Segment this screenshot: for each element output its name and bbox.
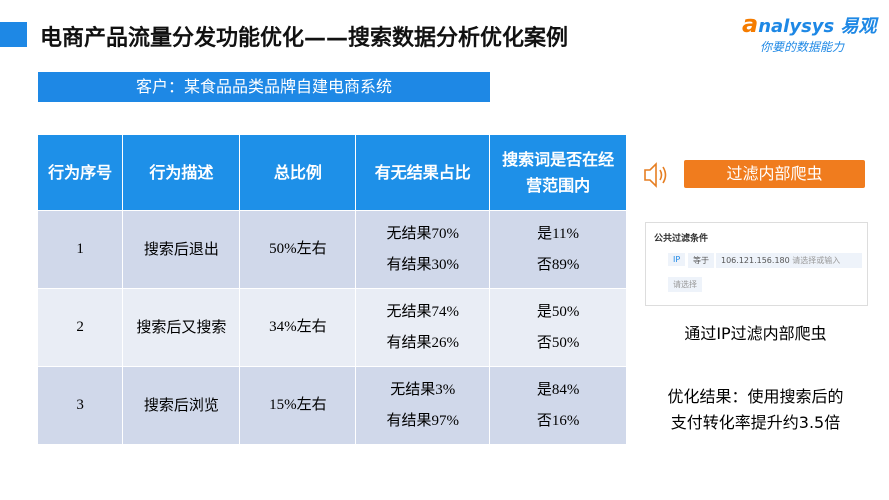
table-cell: 搜索后退出 (122, 210, 241, 289)
panel-value: 106.121.156.180 (721, 256, 790, 265)
cell-line: 否16% (536, 412, 580, 429)
panel-select: 请选择 (668, 277, 702, 292)
cell-line: 无结果70% (386, 225, 460, 242)
column-header: 搜索词是否在经营范围内 (489, 135, 627, 211)
table-cell: 搜索后又搜索 (122, 288, 241, 367)
panel-title: 公共过滤条件 (654, 234, 709, 244)
title-bar (0, 22, 27, 47)
column-header: 总比例 (239, 135, 357, 211)
cell-line: 否89% (536, 256, 580, 273)
cell-line: 有结果97% (386, 412, 460, 429)
slogan: 你要的数据能力 (760, 40, 845, 54)
cell-line: 否50% (536, 334, 580, 351)
panel-placeholder: 请选择或输入 (792, 256, 841, 265)
result-line: 支付转化率提升约3.5倍 (670, 413, 841, 432)
cell-line: 有结果26% (386, 334, 460, 351)
column-header: 有无结果占比 (355, 135, 491, 211)
table-cell: 无结果70% 有结果30% (355, 210, 491, 289)
table-row: 1 搜索后退出 50%左右 无结果70% 有结果30% 是11% 否89% (38, 210, 627, 289)
title: 电商产品流量分发功能优化——搜索数据分析优化案例 (40, 26, 569, 51)
table-cell: 是84% 否16% (489, 366, 627, 444)
cell-line: 是11% (537, 225, 580, 242)
cell-line: 是50% (536, 303, 580, 320)
table-row: 3 搜索后浏览 15%左右 无结果3% 有结果97% 是84% 否16% (38, 366, 627, 444)
column-header: 行为描述 (122, 135, 241, 211)
table-cell: 是11% 否89% (489, 210, 627, 289)
logo-text: nalysys 易观 (758, 16, 877, 37)
filter-panel: 公共过滤条件 IP 等于 106.121.156.180 请选择或输入 请选择 (645, 222, 868, 306)
table-row: 2 搜索后又搜索 34%左右 无结果74% 有结果26% 是50% 否50% (38, 288, 627, 367)
table: 行为序号 行为描述 总比例 有无结果占比 搜索词是否在经营范围内 1 搜索后退出 50%左右无… (38, 135, 627, 444)
filter-button: 过滤内部爬虫 (684, 160, 865, 188)
cell-line: 是84% (536, 381, 580, 398)
speaker-icon (644, 162, 667, 188)
table-cell: 34%左右 (239, 288, 357, 367)
table-cell: 15%左右 (239, 366, 357, 444)
panel-input: 106.121.156.180 请选择或输入 (716, 253, 862, 268)
table-cell: 3 (38, 366, 124, 444)
table-cell: 无结果74% 有结果26% (355, 288, 491, 367)
table-cell: 是50% 否50% (489, 288, 627, 367)
table-cell: 2 (38, 288, 124, 367)
result: 优化结果：使用搜索后的 支付转化率提升约3.5倍 (645, 384, 866, 436)
cell-line: 无结果3% (390, 381, 456, 398)
logo: analysys 易观 (742, 10, 877, 38)
cell-line: 无结果74% (386, 303, 460, 320)
table-cell: 1 (38, 210, 124, 289)
logo-mark: a (742, 10, 759, 38)
cell-line: 有结果30% (386, 256, 460, 273)
caption: 通过IP过滤内部爬虫 (684, 324, 827, 343)
table-cell: 无结果3% 有结果97% (355, 366, 491, 444)
result-line: 优化结果：使用搜索后的 (667, 387, 844, 406)
column-header: 行为序号 (38, 135, 124, 211)
panel-field: IP (668, 253, 686, 266)
panel-op: 等于 (688, 253, 714, 268)
table-cell: 50%左右 (239, 210, 357, 289)
table-cell: 搜索后浏览 (122, 366, 241, 444)
client-bar: 客户：某食品品类品牌自建电商系统 (38, 72, 490, 102)
